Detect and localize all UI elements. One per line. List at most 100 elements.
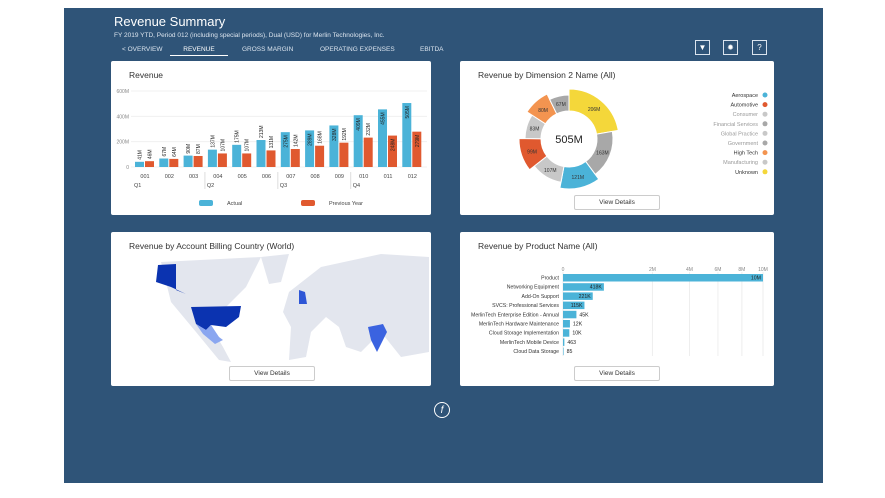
bar-previous-year [388,135,397,167]
x-tick-label: 004 [213,174,222,180]
bar-previous-year [339,142,349,167]
donut-center-label: 505M [555,134,583,146]
page-subtitle: FY 2019 YTD, Period 012 (including speci… [114,32,385,39]
tab-ebitda[interactable]: EBITDA [420,46,444,53]
x-tick-label: 001 [140,174,149,180]
x-tick-label: 2M [649,267,656,273]
settings-button[interactable]: ✹ [723,40,738,55]
tab-overview[interactable]: < OVERVIEW [122,46,163,53]
data-label: 41M [138,150,144,160]
bar [563,347,564,356]
x-tick-label: 008 [311,174,320,180]
legend-swatch [199,200,213,206]
bar-actual [329,125,339,167]
bar-actual [256,140,266,167]
revenue-card: Revenue 0 200M 400M 600M 41M 46M 001 Q1 67M 64M 00… [111,61,431,215]
category-label: Networking Equipment [507,285,560,291]
map-country-mexico [196,324,223,344]
x-tick-label: 4M [686,267,693,273]
x-tick-label: 6M [714,267,721,273]
x-tick-label: 010 [359,174,368,180]
legend-label: High Tech [734,151,758,157]
data-label: 67M [162,147,168,157]
data-label: 107M [220,139,226,152]
filter-icon: ▼ [698,43,707,52]
tab-revenue[interactable]: REVENUE [170,46,228,56]
category-label: Product [541,276,559,282]
bar-actual [159,158,169,167]
country-card: Revenue by Account Billing Country (Worl… [111,232,431,386]
legend-swatch [301,200,315,206]
legend-dot [762,159,768,165]
bar-previous-year [169,158,179,167]
data-label: 10M [751,276,761,282]
tab-operating-expenses[interactable]: OPERATING EXPENSES [320,46,395,53]
tab-gross-margin[interactable]: GROSS MARGIN [242,46,294,53]
legend-label: Actual [227,201,242,207]
bar [563,320,570,328]
legend-dot [762,111,768,117]
data-label: 175M [235,130,241,143]
data-label: 463 [567,340,576,346]
legend-dot [762,140,768,146]
x-tick-label: 012 [408,174,417,180]
card-title: Revenue by Account Billing Country (Worl… [129,241,295,251]
data-label: 328M [332,128,338,141]
x-tick-label: 005 [238,174,247,180]
legend-label: Manufacturing [723,160,758,166]
view-details-button[interactable]: View Details [574,366,660,381]
x-tick-label: 006 [262,174,271,180]
data-label: 409M [356,118,362,131]
data-label: 10K [572,331,582,337]
revenue-chart: 0 200M 400M 600M 41M 46M 001 Q1 67M 64M 002 90M 87M 0… [116,89,427,207]
data-label: 87M [196,144,202,154]
view-details-button[interactable]: View Details [229,366,315,381]
card-title: Revenue by Dimension 2 Name (All) [478,70,616,80]
legend-label: Consumer [733,112,759,118]
legend-label: Global Practice [721,131,758,137]
legend-label: Unknown [735,170,758,176]
bar-previous-year [242,153,252,167]
data-label: 279M [415,135,421,148]
tab-bar: < OVERVIEW REVENUE GROSS MARGIN OPERATIN… [114,46,443,56]
help-button[interactable]: ? [752,40,767,55]
bar-previous-year [412,131,422,167]
data-label: 46M [148,149,154,159]
data-label: 213M [259,126,265,139]
x-tick-label: 8M [738,267,745,273]
bar [563,338,565,346]
data-label: 137M [210,135,216,148]
filter-button[interactable]: ▼ [695,40,710,55]
bar-actual [207,149,217,167]
bar-actual [305,130,315,167]
data-label: 107M [245,139,251,152]
bar-previous-year [315,145,325,167]
data-label: 192M [342,128,348,141]
x-tick-label: 007 [286,174,295,180]
quarter-label: Q4 [353,183,360,189]
slice-label: 99M [527,149,537,155]
view-details-button[interactable]: View Details [574,195,660,210]
x-tick-label: 011 [384,174,393,180]
data-label: 505M [405,106,411,119]
data-label: 455M [381,112,387,125]
bar-actual [232,144,242,167]
legend-dot [762,169,768,175]
bar-actual [353,115,363,167]
bar-previous-year [217,153,227,167]
world-map[interactable] [111,232,431,386]
category-label: MerlinTech Hardware Maintenance [479,322,559,328]
legend-dot [762,92,768,98]
quarter-label: Q1 [134,183,141,189]
bar-actual [402,103,412,167]
bar-actual [183,155,193,167]
category-label: Cloud Storage Implementation [489,331,559,337]
bar [563,301,585,310]
slice-label: 163M [596,150,609,156]
quarter-label: Q2 [207,183,214,189]
category-label: Add-On Support [522,294,560,300]
dimension-card: Revenue by Dimension 2 Name (All) 206M 16… [460,61,774,215]
bar [563,274,763,282]
legend-label: Aerospace [732,93,758,99]
product-bar-chart: 0 2M 4M 6M 8M 10M Product 10M Networking Equipme… [471,267,768,356]
